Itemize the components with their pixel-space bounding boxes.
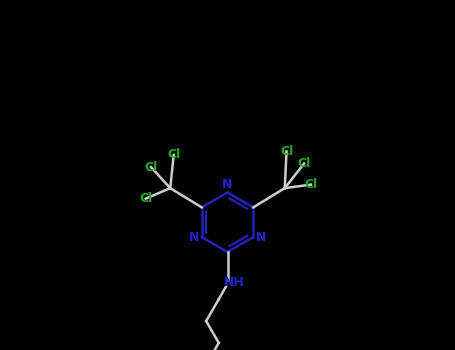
Text: N: N xyxy=(222,178,233,191)
Text: Cl: Cl xyxy=(167,148,180,161)
Text: Cl: Cl xyxy=(298,157,311,170)
Text: N: N xyxy=(189,231,199,244)
Text: N: N xyxy=(256,231,266,244)
Text: Cl: Cl xyxy=(144,161,157,174)
Text: Cl: Cl xyxy=(280,145,293,158)
Text: Cl: Cl xyxy=(304,178,318,191)
Text: NH: NH xyxy=(223,276,244,289)
Text: Cl: Cl xyxy=(139,192,152,205)
